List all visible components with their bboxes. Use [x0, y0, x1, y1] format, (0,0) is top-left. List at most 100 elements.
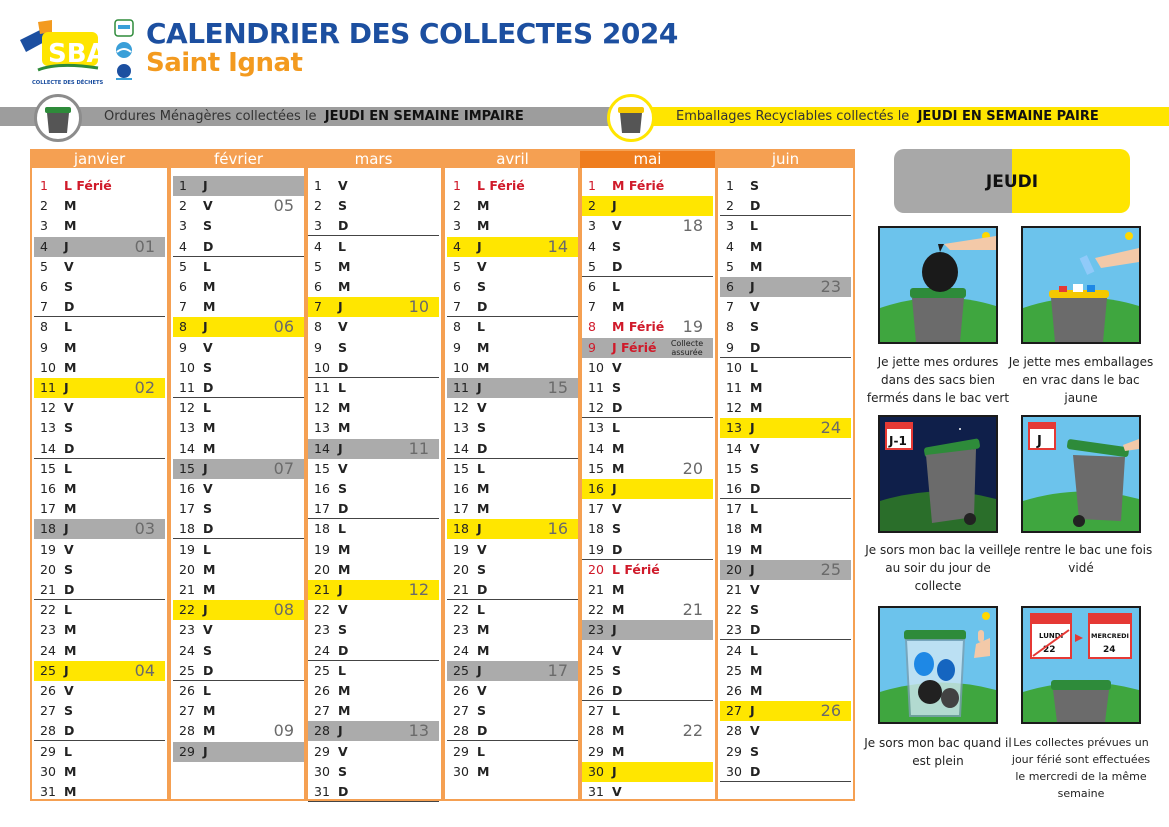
weekday-letter: M [203, 723, 216, 739]
day-number: 18 [40, 521, 56, 537]
weekday-letter: M [64, 622, 77, 638]
day-row: 21 V [720, 580, 851, 600]
tip-caption-1: Je jette mes ordures dans des sacs bien … [866, 355, 1010, 405]
day-row: 12 V [447, 398, 578, 418]
partner-logo-3 [112, 62, 136, 82]
day-row: 29 L [447, 742, 578, 762]
weekday-letter: S [612, 662, 622, 678]
weekday-letter: S [203, 218, 213, 234]
weekday-letter: J Férié [612, 339, 657, 355]
weekday-letter: M [477, 359, 490, 375]
day-number: 13 [453, 420, 469, 436]
weekday-letter: L [64, 319, 72, 335]
svg-text:24: 24 [1103, 645, 1116, 655]
day-number: 23 [726, 622, 742, 638]
weekday-letter: J [750, 279, 755, 294]
weekday-letter: V [203, 622, 213, 638]
yellow-bin-icon [607, 94, 655, 142]
day-number: 1 [40, 178, 48, 193]
weekday-letter: M [612, 582, 625, 597]
day-number: 6 [179, 279, 187, 294]
day-number: 10 [726, 359, 742, 375]
day-row: 24 V [582, 641, 713, 661]
day-row: 24 S [173, 641, 304, 661]
weekday-letter: M [477, 481, 490, 496]
weekday-letter: D [338, 642, 349, 658]
month-header: mars [306, 151, 441, 168]
weekday-letter: M [750, 662, 763, 678]
day-number: 10 [40, 359, 56, 375]
day-number: 11 [726, 380, 742, 395]
weekday-letter: M [750, 238, 763, 254]
day-number: 20 [726, 561, 742, 577]
day-number: 19 [726, 541, 742, 557]
weekday-letter: S [203, 359, 213, 375]
holiday-label: Férié [76, 178, 112, 193]
day-number: 1 [726, 178, 734, 193]
day-number: 14 [179, 440, 195, 456]
weekday-letter: M [477, 198, 490, 214]
weekday-letter: M [612, 743, 625, 759]
day-number: 8 [588, 319, 596, 335]
weekday-letter: M [477, 642, 490, 658]
weekday-letter: M [203, 703, 216, 719]
day-number: 8 [726, 319, 734, 335]
day-number: 16 [726, 481, 742, 496]
day-number: 21 [453, 582, 469, 597]
day-row: 23 M [447, 620, 578, 640]
weekday-letter: D [612, 541, 623, 557]
weekday-letter: M [477, 218, 490, 234]
day-number: 21 [314, 582, 330, 597]
weekday-letter: J [612, 198, 617, 214]
day-number: 11 [453, 380, 469, 395]
day-row: 22 L [447, 600, 578, 620]
weekday-letter: D [203, 238, 214, 254]
month-header: janvier [32, 151, 167, 168]
day-row: 30 M [447, 762, 578, 782]
weekday-letter: S [612, 238, 622, 254]
weekday-letter: D [612, 400, 623, 416]
day-number: 17 [453, 501, 469, 517]
day-number: 2 [314, 198, 322, 214]
svg-text:SBA: SBA [48, 39, 106, 69]
day-row: 1 M Férié [582, 176, 713, 196]
weekday-letter: V [477, 258, 487, 274]
weekday-letter: J [64, 521, 69, 537]
weekday-letter: L Férié [64, 178, 112, 193]
weekday-letter: M [203, 420, 216, 436]
week-number: 21 [682, 600, 703, 620]
day-row: 22 V [308, 600, 439, 620]
weekday-letter: M [338, 279, 351, 294]
day-number: 8 [314, 319, 322, 335]
weekday-letter: D [477, 299, 488, 315]
day-number: 4 [726, 238, 734, 254]
weekday-letter: S [203, 642, 213, 658]
weekday-letter: D [64, 299, 75, 315]
day-row: 10 M [447, 358, 578, 378]
week-number: 12 [408, 580, 429, 599]
day-number: 7 [40, 299, 48, 315]
week-number: 09 [273, 721, 294, 741]
day-number: 23 [40, 622, 56, 638]
day-row: 19 M [720, 540, 851, 560]
day-row: 1 L Férié [447, 176, 578, 196]
weekday-letter: L [612, 703, 620, 719]
day-number: 28 [179, 723, 195, 739]
day-number: 27 [453, 703, 469, 719]
day-number: 1 [453, 178, 461, 193]
day-row: 15 M 20 [582, 459, 713, 479]
weekday-letter: V [612, 784, 622, 799]
week-number: 02 [134, 378, 155, 397]
day-row: 12 L [173, 398, 304, 418]
weekday-letter: S [64, 420, 74, 436]
day-number: 27 [179, 703, 195, 719]
day-row: 26 D [582, 681, 713, 701]
day-number: 30 [453, 763, 469, 779]
day-row: 26 V [34, 681, 165, 701]
